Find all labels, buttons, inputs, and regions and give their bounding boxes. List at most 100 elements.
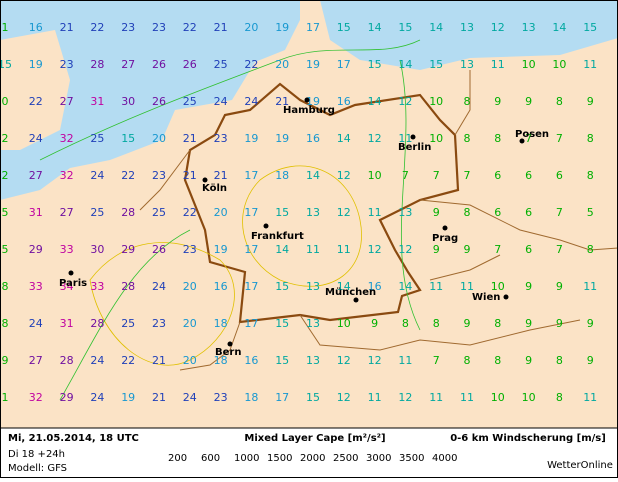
city-label: Prag: [432, 233, 458, 244]
cities: Hamburg Berlin Posen Köln Frankfurt Prag Paris…: [59, 97, 549, 358]
shear-value: 22: [90, 21, 104, 34]
shear-value: 23: [152, 317, 166, 330]
shear-value: 11: [368, 206, 382, 219]
shear-value: 30: [90, 243, 104, 256]
shear-value: 8: [494, 317, 501, 330]
shear-value: 11: [306, 243, 320, 256]
shear-value: 6: [525, 206, 532, 219]
shear-value: 21: [60, 21, 74, 34]
shear-value: 14: [368, 95, 382, 108]
city-label: München: [325, 287, 376, 298]
shear-value: 19: [29, 58, 43, 71]
shear-value: 6: [494, 169, 501, 182]
shear-value: 24: [244, 95, 258, 108]
city-label: Paris: [59, 278, 87, 289]
shear-value: 7: [433, 169, 440, 182]
city-dot: [442, 225, 448, 231]
shear-value: 8: [433, 317, 440, 330]
legend-value: 200: [168, 453, 187, 464]
shear-value: 20: [183, 280, 197, 293]
run: Di 18 +24h: [8, 449, 65, 460]
shear-value: 20: [183, 354, 197, 367]
shear-value: 20: [214, 206, 228, 219]
shear-value: 14: [429, 21, 443, 34]
shear-value: 15: [121, 132, 135, 145]
shear-value: 8: [587, 169, 594, 182]
shear-value: 19: [214, 243, 228, 256]
shear-value: 27: [60, 206, 74, 219]
shear-value: 24: [183, 391, 197, 404]
shear-value: 34: [60, 280, 74, 293]
shear-value: 15: [275, 354, 289, 367]
shear-value: 30: [121, 95, 135, 108]
shear-value: 23: [60, 58, 74, 71]
shear-value: 10: [429, 95, 443, 108]
city-dot: [227, 341, 233, 347]
shear-value: 7: [525, 132, 532, 145]
shear-value: 16: [214, 280, 228, 293]
city-dot: [263, 223, 269, 229]
legend-value: 1500: [267, 453, 292, 464]
shear-value: 20: [183, 317, 197, 330]
shear-value: 10: [337, 317, 351, 330]
shear-value: 18: [214, 317, 228, 330]
shear-value: 25: [121, 317, 135, 330]
city-dot: [304, 97, 310, 103]
shear-value: 18: [275, 169, 289, 182]
shear-value: 25: [90, 206, 104, 219]
shear-value: 28: [90, 58, 104, 71]
legend-value: 3000: [366, 453, 391, 464]
shear-value: 22: [29, 95, 43, 108]
shear-value: 12: [398, 391, 412, 404]
shear-value: 10: [552, 58, 566, 71]
shear-value: 24: [90, 169, 104, 182]
shear-value: 8: [402, 317, 409, 330]
model: Modell: GFS: [8, 463, 67, 474]
city-label: Wien: [472, 292, 500, 303]
shear-value: 9: [433, 206, 440, 219]
shear-value: 9: [464, 317, 471, 330]
shear-value: 22: [183, 206, 197, 219]
shear-value: 11: [368, 391, 382, 404]
shear-value: 17: [275, 391, 289, 404]
shear-value: 27: [29, 169, 43, 182]
shear-value: 16: [368, 280, 382, 293]
shear-value: 11: [491, 58, 505, 71]
shear-value: 11: [398, 132, 412, 145]
shear-value: 19: [306, 58, 320, 71]
shear-value: 9: [587, 95, 594, 108]
shear-value: 29: [60, 391, 74, 404]
shear-value: 15: [306, 391, 320, 404]
shear-value: 5: [2, 243, 9, 256]
shear-value: 12: [368, 132, 382, 145]
shear-value: 31: [90, 95, 104, 108]
shear-value: 8: [587, 132, 594, 145]
shear-label: 0-6 km Windscherung [m/s]: [450, 433, 606, 444]
shear-value: 8: [2, 317, 9, 330]
shear-value: 14: [306, 169, 320, 182]
shear-value: 17: [244, 317, 258, 330]
shear-value: 8: [556, 95, 563, 108]
shear-value: 11: [460, 280, 474, 293]
shear-value: 7: [556, 206, 563, 219]
city-label: Bern: [215, 347, 241, 358]
shear-value: 15: [583, 21, 597, 34]
shear-value: 10: [429, 132, 443, 145]
shear-value: 11: [337, 243, 351, 256]
shear-value: 16: [29, 21, 43, 34]
shear-value: 17: [244, 243, 258, 256]
shear-value: 12: [368, 243, 382, 256]
cape-contour: [89, 165, 362, 366]
shear-value: 12: [337, 391, 351, 404]
shear-value: 28: [121, 280, 135, 293]
shear-value: 15: [275, 206, 289, 219]
shear-value: 13: [306, 354, 320, 367]
shear-value: 27: [121, 58, 135, 71]
shear-value: 31: [29, 206, 43, 219]
shear-value: 17: [306, 21, 320, 34]
city-dot: [353, 297, 359, 303]
shear-value: 16: [244, 354, 258, 367]
shear-value: 6: [556, 169, 563, 182]
shear-value: 11: [583, 280, 597, 293]
shear-value: 6: [525, 243, 532, 256]
